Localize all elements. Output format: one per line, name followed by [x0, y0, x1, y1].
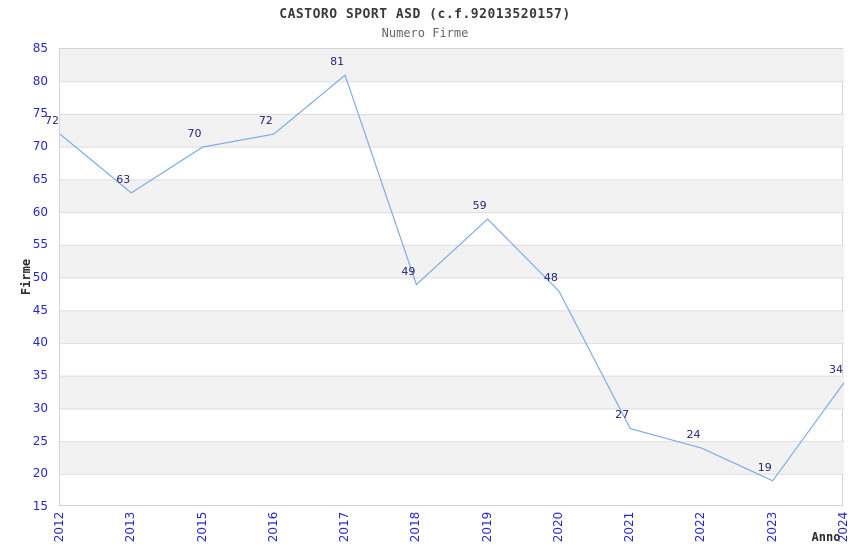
plot-band: [60, 179, 844, 213]
x-tick-label: 2019: [479, 511, 494, 543]
y-tick-label: 65: [32, 171, 48, 186]
plot-band: [60, 49, 844, 82]
y-tick-label: 35: [32, 368, 48, 383]
y-tick-label: 60: [32, 204, 48, 219]
x-tick-label: 2017: [337, 511, 352, 543]
y-tick-label: 25: [32, 433, 48, 448]
point-label: 59: [472, 199, 487, 213]
point-label: 34: [829, 362, 843, 376]
x-tick-label: 2013: [123, 511, 138, 543]
x-tick-label: 2018: [408, 511, 423, 543]
point-label: 72: [45, 114, 59, 128]
point-label: 81: [330, 55, 345, 69]
y-tick-label: 20: [32, 466, 48, 481]
plot-band: [60, 245, 844, 278]
x-axis-title: Anno: [811, 530, 841, 544]
y-tick-label: 80: [32, 73, 48, 88]
x-tick-label: 2012: [52, 511, 66, 543]
x-tick-label: 2021: [622, 511, 637, 543]
point-label: 19: [757, 460, 772, 474]
y-tick-label: 85: [32, 41, 48, 55]
plot-band: [60, 441, 844, 475]
y-tick-label: 40: [32, 335, 48, 350]
point-label: 27: [615, 408, 630, 422]
y-tick-label: 50: [32, 270, 48, 284]
plot-band: [60, 376, 844, 409]
chart-title: CASTORO SPORT ASD (c.f.92013520157): [279, 7, 571, 22]
y-tick-label: 15: [32, 499, 48, 513]
line-series-svg: [60, 49, 844, 482]
x-tick-label: 2022: [693, 511, 708, 543]
plot-band: [60, 114, 844, 148]
point-label: 24: [686, 428, 701, 442]
x-tick-label: 2016: [265, 511, 280, 543]
y-tick-label: 30: [32, 400, 48, 415]
x-tick-label: 2015: [194, 511, 209, 543]
point-label: 63: [116, 172, 131, 186]
plot-band: [60, 310, 844, 344]
y-tick-label: 70: [32, 139, 48, 154]
y-tick-label: 75: [32, 106, 48, 121]
x-tick-label: 2023: [764, 511, 779, 543]
y-tick-label: 45: [32, 302, 48, 317]
plot-area: [59, 48, 844, 506]
point-label: 49: [401, 264, 416, 278]
y-tick-label: 55: [32, 237, 48, 252]
point-label: 72: [258, 114, 273, 128]
chart-subtitle: Numero Firme: [381, 26, 469, 40]
point-label: 70: [187, 127, 202, 141]
x-tick-label: 2020: [550, 511, 565, 543]
point-label: 48: [543, 271, 558, 285]
x-tick-label: 2024: [836, 511, 850, 543]
data-series-line: [60, 74, 844, 482]
